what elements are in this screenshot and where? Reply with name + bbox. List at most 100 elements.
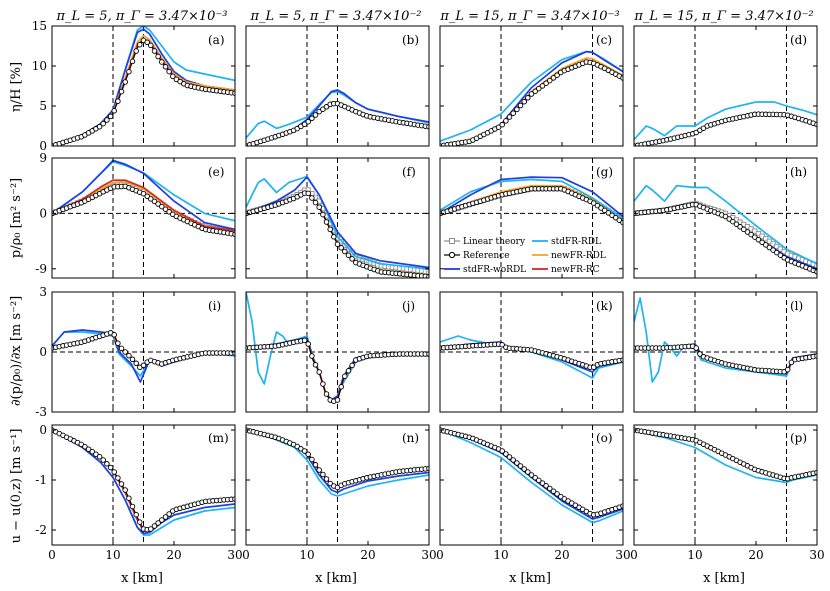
panel-p: 0 10 20 30 [630,424,825,562]
series-group [634,297,817,383]
series-newfr-rc-line [52,179,235,232]
series-stdfr-rdl-line [634,184,817,265]
reference-point-29 [543,483,549,489]
reference-point-30 [159,59,165,65]
reference-point-17 [111,332,117,338]
reference-point-32 [554,491,560,497]
reference-point-22 [517,463,524,469]
y-tick-label: -2 [35,523,47,537]
reference-point-20 [122,79,128,85]
reference-point-17 [305,341,311,347]
reference-point-18 [115,340,121,346]
reference-point-27 [536,85,542,92]
reference-point-20 [510,110,516,116]
series-stdfr-rdl-line [634,101,817,141]
panel-label-b: (b) [402,33,419,47]
reference-point-50 [620,75,623,81]
reference-point-32 [166,209,172,215]
reference-point-25 [334,397,341,403]
panel-label-i: (i) [208,299,221,313]
panel-label-a: (a) [208,33,225,47]
reference-point-17 [111,469,117,475]
reference-point-22 [129,503,136,510]
reference-point-26 [144,193,150,200]
panel-frame [633,157,818,279]
reference-point-32 [166,511,172,517]
panel-label-l: (l) [790,299,803,313]
y-tick-label: 0 [39,345,47,359]
reference-point-12 [93,451,99,457]
panel-h [633,157,818,279]
reference-point-28 [539,83,546,89]
reference-point-42 [784,366,791,373]
reference-point-25 [140,362,147,369]
panel-label-g: (g) [596,165,613,179]
column-title-1: π_L = 5, π_Γ = 3.47×10⁻³ [55,9,227,24]
series-group [634,101,817,146]
reference-point-18 [697,351,703,357]
reference-point-27 [148,526,154,532]
panel-frame [633,25,818,147]
y-tick-label: -3 [35,405,47,419]
reference-point-29 [155,53,161,60]
reference-point-24 [137,519,143,525]
reference-point-29 [349,362,355,369]
reference-point-20 [122,349,128,355]
x-tick-label: 0 [242,548,250,562]
reference-point-50 [426,274,429,278]
reference-point-21 [126,352,132,359]
panel-label-e: (e) [208,165,224,179]
reference-point-32 [554,72,560,78]
reference-point-50 [814,269,817,275]
reference-point-20 [316,369,322,375]
y-tick-label: 10 [32,59,47,73]
panel-label-d: (d) [790,33,807,47]
series-group [634,427,817,484]
reference-point-25 [528,91,535,97]
reference-point-18 [309,353,315,359]
reference-point-18 [503,451,509,457]
panel-label-o: (o) [596,431,613,445]
legend-label-stdfr-wordl: stdFR-woRDL [463,265,526,275]
panel-o: 0 10 20 30 [436,424,631,562]
y-tick-label: -9 [35,262,47,276]
reference-point-16 [107,464,114,471]
reference-point-27 [148,42,154,49]
series-newfr-rdl-line [440,57,623,146]
reference-point-27 [536,477,542,484]
reference-point-31 [550,75,557,81]
reference-point-30 [159,203,165,210]
series-group [246,427,429,497]
reference-point-16 [301,337,308,344]
reference-point-18 [309,195,315,201]
reference-point-21 [320,381,326,387]
reference-point-17 [305,190,311,197]
series-group [246,175,429,278]
reference-point-19 [312,112,319,118]
x-tick-label: 20 [166,548,181,562]
row-ylabel-2: p/ρ₀ [m² s⁻²] [9,178,24,258]
reference-point-20 [122,487,128,493]
reference-point-42 [590,200,597,206]
reference-point-25 [334,241,341,247]
legend-label-newfr-rdl: newFR-RDL [551,251,606,261]
legend: Linear theory Reference stdFR-woRDL stdF… [444,237,606,275]
reference-point-16 [107,113,114,120]
panel-a: 0 5 10 15 [32,19,236,153]
y-tick-label: 15 [32,19,47,33]
y-tick-label: 0 [39,139,47,153]
reference-point-32 [748,231,754,238]
panel-b [245,25,430,147]
panel-f [245,157,430,279]
row-ylabel-1: η/H [%] [9,62,24,112]
x-tick-label: 10 [687,548,702,562]
reference-point-19 [506,454,513,460]
panel-label-h: (h) [790,165,807,179]
reference-point-50 [814,121,817,128]
reference-point-26 [338,384,344,390]
legend-marker-reference [448,251,456,259]
panel-labels: (a) (b) (c) (d) (e) (f) (g) (h) (i) (j) … [208,33,807,445]
reference-point-25 [528,472,535,478]
panel-l [633,291,818,413]
y-tick-label: 0 [39,206,47,220]
